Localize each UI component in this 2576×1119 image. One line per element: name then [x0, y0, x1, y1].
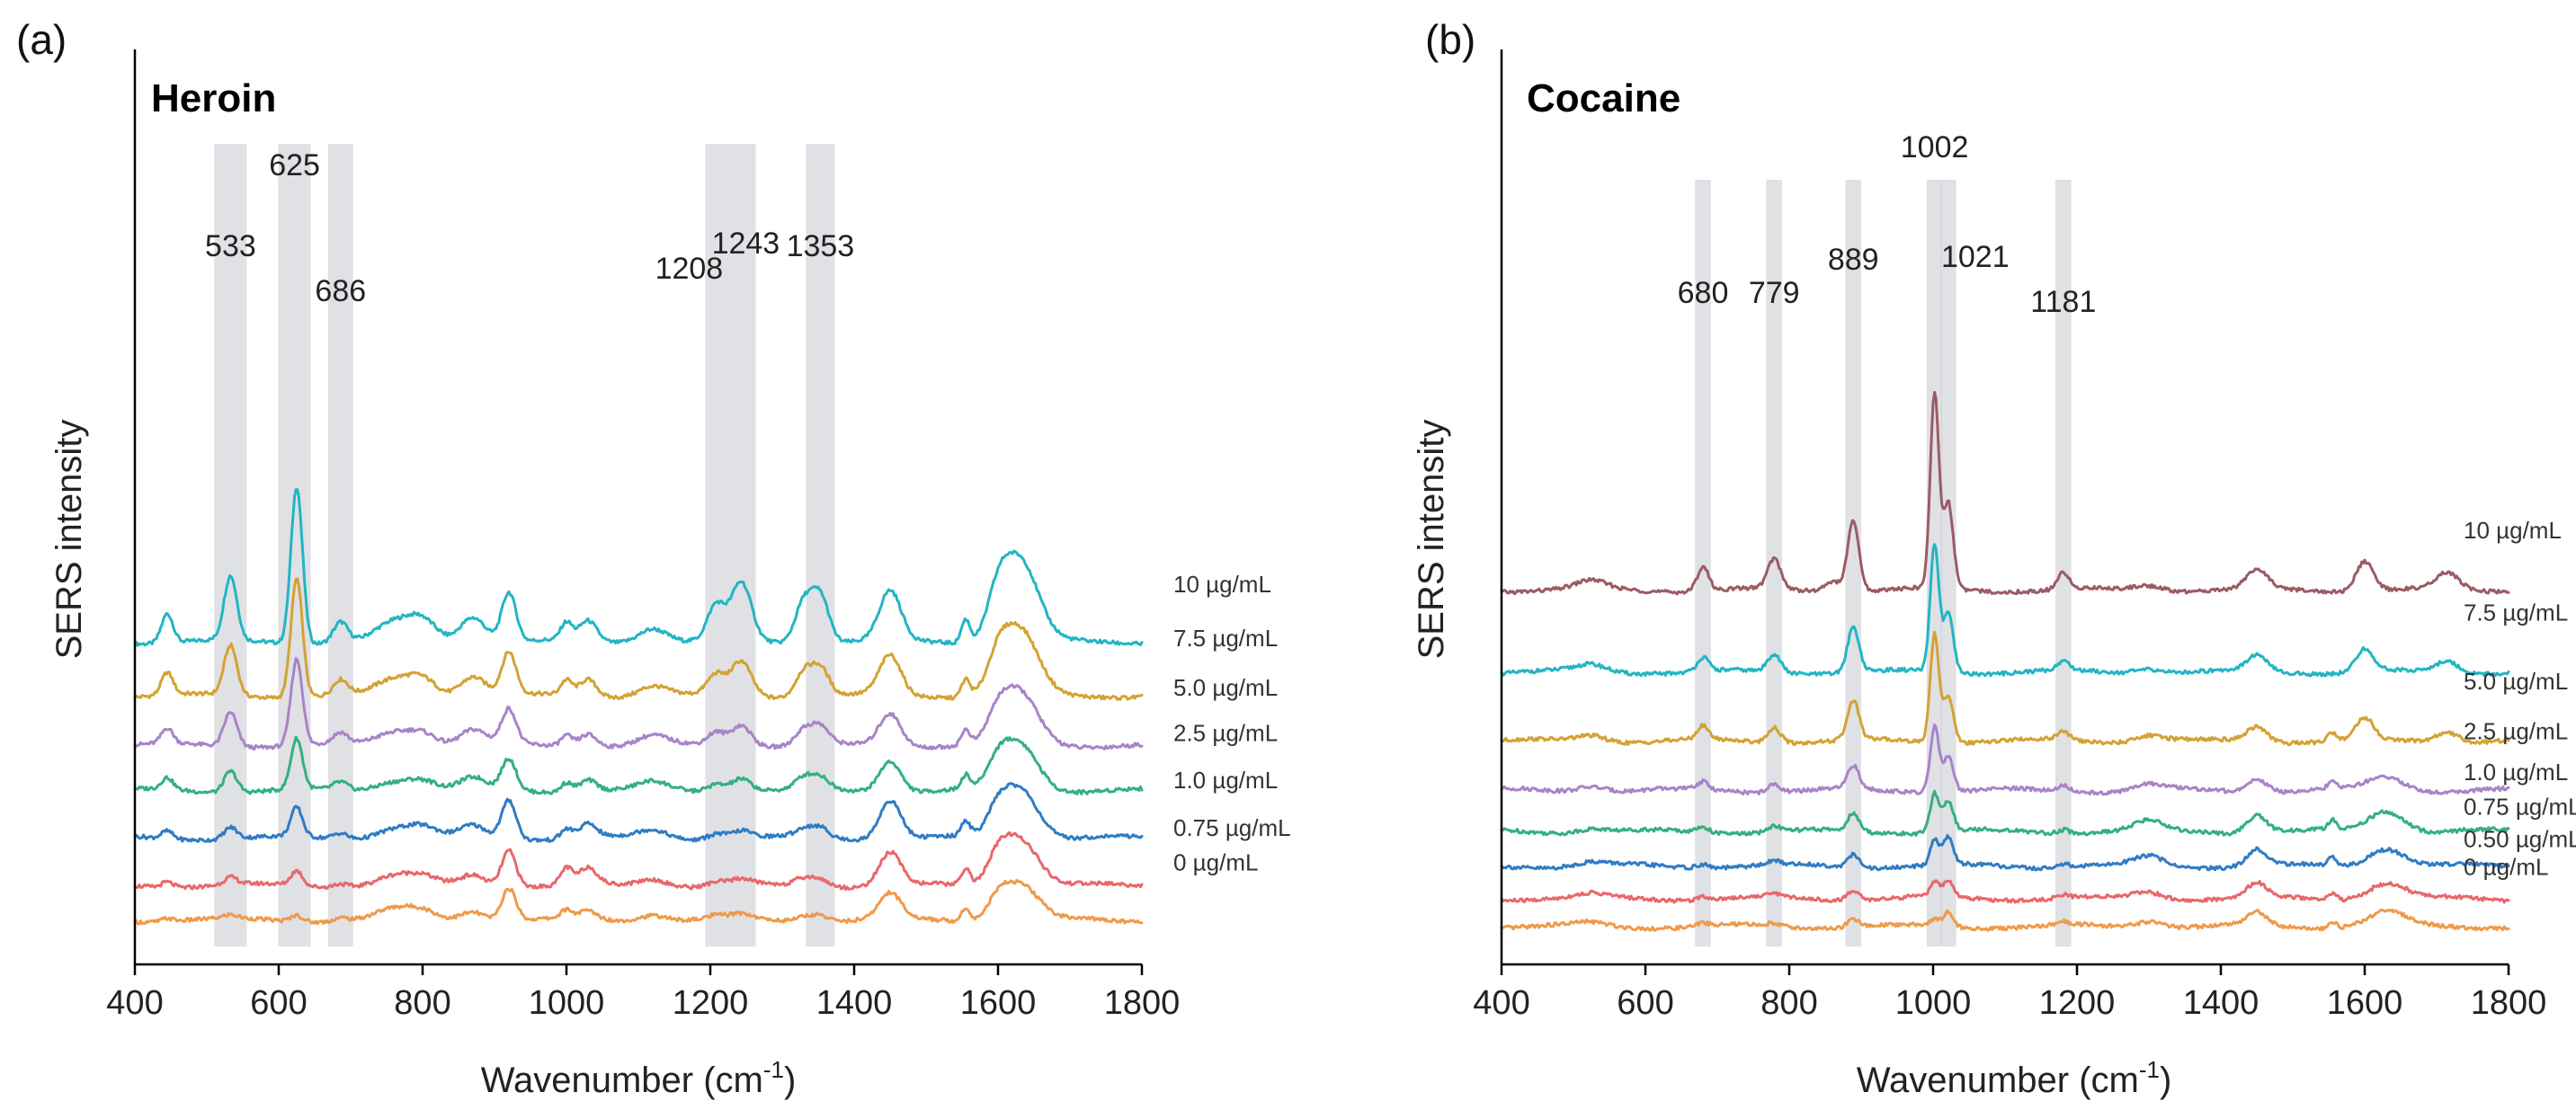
- panel-label: (b): [1425, 16, 1475, 63]
- peak-label: 1021: [1941, 240, 2010, 274]
- concentration-labels: 10 µg/mL 7.5 µg/mL 5.0 µg/mL 2.5 µg/mL 1.0 µ…: [1173, 571, 1291, 876]
- series-label: 7.5 µg/mL: [2464, 599, 2568, 626]
- x-tick-label: 1200: [673, 984, 749, 1022]
- peak-label: 1353: [787, 229, 855, 263]
- series-label: 5.0 µg/mL: [2464, 668, 2568, 695]
- y-axis-label: SERS intensity: [1412, 420, 1451, 660]
- heroin-panel: (a) 400 600 800 1000 1200 1400 1600 1800 Heroin…: [16, 16, 1291, 1100]
- peak-label: 1002: [1901, 130, 1969, 164]
- band-1002: [1926, 180, 1943, 946]
- band-625: [278, 144, 311, 946]
- panel-label: (a): [16, 16, 67, 63]
- series-label: 2.5 µg/mL: [1173, 719, 1278, 746]
- band-779: [1766, 180, 1782, 946]
- x-ticks: 400 600 800 1000 1200 1400 1600 1800: [106, 964, 1180, 1022]
- peak-label: 625: [269, 148, 320, 182]
- highlight-bands: [214, 144, 835, 946]
- series-label: 0.50 µg/mL: [2464, 825, 2576, 852]
- band-1181: [2055, 180, 2072, 946]
- cocaine-panel: (b) 400 600 800 1000 1200 1400 1600 1800 Cocain…: [1412, 16, 2576, 1100]
- x-tick-label: 600: [250, 984, 307, 1022]
- series-label: 0 µg/mL: [2464, 854, 2548, 881]
- x-tick-label: 400: [106, 984, 163, 1022]
- band-889: [1845, 180, 1861, 946]
- x-axis-label: Wavenumber (cm-1): [1857, 1056, 2172, 1100]
- highlight-bands: [1695, 180, 2072, 946]
- x-tick-label: 1800: [1104, 984, 1181, 1022]
- band-680: [1695, 180, 1711, 946]
- chart-title: Cocaine: [1527, 76, 1680, 120]
- series-label: 7.5 µg/mL: [1173, 625, 1278, 652]
- series-line: [133, 830, 1144, 892]
- series-line: [133, 488, 1144, 647]
- series-line: [133, 735, 1144, 795]
- x-tick-label: 1800: [2471, 984, 2547, 1022]
- x-ticks: 400 600 800 1000 1200 1400 1600 1800: [1473, 964, 2546, 1022]
- series-line: [1500, 543, 2510, 678]
- peak-label: 779: [1749, 276, 1800, 310]
- peak-labels: 680 779 889 1002 1021 1181: [1678, 130, 2097, 319]
- series-label: 10 µg/mL: [2464, 517, 2562, 544]
- concentration-labels: 10 µg/mL 7.5 µg/mL 5.0 µg/mL 2.5 µg/mL 1.0 µ…: [2464, 517, 2576, 880]
- x-tick-label: 1400: [816, 984, 893, 1022]
- x-tick-label: 1200: [2039, 984, 2116, 1022]
- peak-label: 1243: [712, 226, 780, 261]
- peak-label: 533: [205, 229, 256, 263]
- x-tick-label: 600: [1617, 984, 1673, 1022]
- series-label: 1.0 µg/mL: [1173, 767, 1278, 794]
- x-tick-label: 1400: [2183, 984, 2260, 1022]
- series-line: [133, 657, 1144, 751]
- band-1243: [726, 144, 756, 946]
- series-line: [1500, 789, 2510, 837]
- band-1021: [1940, 180, 1957, 946]
- x-tick-label: 800: [394, 984, 450, 1022]
- spectra: [1500, 391, 2510, 932]
- x-tick-label: 1000: [529, 984, 605, 1022]
- series-line: [1500, 879, 2510, 904]
- chart-title: Heroin: [151, 76, 276, 120]
- x-tick-label: 400: [1473, 984, 1529, 1022]
- series-label: 0 µg/mL: [1173, 848, 1258, 875]
- series-line: [1500, 630, 2510, 747]
- y-axis-label: SERS intensity: [49, 420, 89, 660]
- peak-label: 1208: [655, 252, 724, 286]
- x-axis-label: Wavenumber (cm-1): [481, 1056, 797, 1100]
- series-label: 2.5 µg/mL: [2464, 717, 2568, 744]
- series-line: [133, 878, 1144, 926]
- band-1353: [806, 144, 835, 946]
- x-tick-label: 1600: [960, 984, 1037, 1022]
- peak-label: 1181: [2030, 285, 2096, 319]
- series-label: 10 µg/mL: [1173, 571, 1271, 598]
- series-label: 1.0 µg/mL: [2464, 759, 2568, 786]
- peak-label: 686: [315, 274, 366, 308]
- series-label: 0.75 µg/mL: [2464, 793, 2576, 820]
- series-line: [1500, 834, 2510, 872]
- band-533: [214, 144, 247, 946]
- peak-label: 889: [1828, 243, 1879, 277]
- series-label: 0.75 µg/mL: [1173, 814, 1291, 841]
- peak-label: 680: [1678, 276, 1729, 310]
- spectra: [133, 488, 1144, 926]
- series-line: [1500, 908, 2510, 932]
- series-label: 5.0 µg/mL: [1173, 674, 1278, 701]
- series-line: [133, 577, 1144, 701]
- series-line: [1500, 391, 2510, 596]
- series-line: [133, 782, 1144, 844]
- x-tick-label: 800: [1760, 984, 1817, 1022]
- x-tick-label: 1000: [1895, 984, 1972, 1022]
- x-tick-label: 1600: [2327, 984, 2403, 1022]
- series-line: [1500, 724, 2510, 796]
- band-1208: [705, 144, 727, 946]
- band-686: [327, 144, 353, 946]
